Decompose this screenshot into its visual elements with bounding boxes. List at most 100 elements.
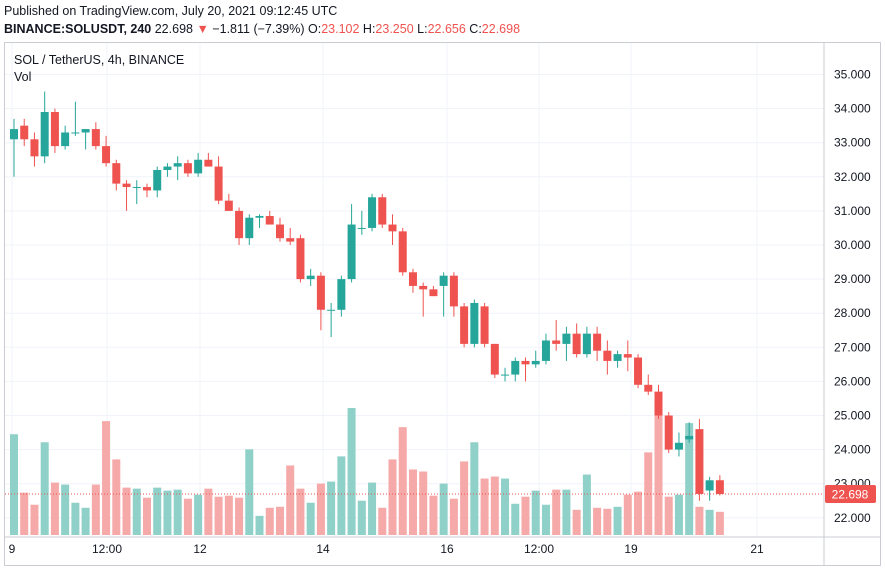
candle-body [439,275,448,286]
candle-body [398,231,407,273]
volume-bar [480,478,489,535]
symbol-name: BINANCE:SOLUSDT, 240 [4,22,152,36]
volume-bar [204,488,213,535]
volume-bar [194,494,203,535]
candle-body [20,125,29,140]
volume-bar [40,442,49,535]
low-label: L: [417,22,428,36]
volume-bar [634,491,643,535]
volume-bar [153,487,162,535]
candle-body [224,200,233,211]
candle-body [40,112,49,157]
volume-bar [286,465,295,535]
candle-body [623,354,632,358]
candle-body [265,216,274,225]
volume-bar [511,503,520,535]
candle-body [245,217,254,239]
candle-body [316,275,325,310]
candle-body [235,210,244,239]
candle-body [153,169,162,191]
volume-bar [572,509,581,535]
candle-body [511,360,520,375]
high-value: 23.250 [375,22,414,36]
candle-body [112,163,121,184]
volume-bar [531,490,540,535]
candle-body [194,159,203,174]
candle-body [419,285,428,290]
candle-body [10,129,18,140]
y-tick-label: 24.000 [834,443,871,457]
volume-bar [81,507,90,535]
volume-bar [460,461,469,535]
volume-bar [91,484,100,535]
candle-body [715,480,724,494]
candle-body [275,224,284,239]
volume-bar [705,509,714,535]
x-tick-label: 12:00 [524,542,554,556]
chart-legend-title: SOL / TetherUS, 4h, BINANCE [14,53,185,67]
volume-legend: Vol [14,70,32,84]
volume-bar [521,496,530,535]
candle-body [449,275,458,307]
y-tick-label: 28.000 [834,306,871,320]
candle-body [347,224,356,280]
volume-bar [408,469,417,535]
close-value: 22.698 [481,22,521,36]
volume-bar [61,484,70,535]
candle-body [490,343,499,375]
candle-body [664,415,673,450]
chart-frame[interactable] [4,42,881,566]
candle-body [296,238,305,280]
close-label: C: [469,22,482,36]
x-tick-label: 21 [750,542,764,556]
volume-bar [142,497,151,535]
volume-bar [552,489,561,535]
x-tick-label: 9 [9,542,16,556]
volume-bar [71,502,80,535]
last-price: 22.698 [154,22,193,36]
candle-body [408,272,417,286]
candle-body [286,238,295,242]
candle-body [531,360,540,365]
y-tick-label: 34.000 [834,102,871,116]
volume-bar [398,427,407,535]
candle-body [613,354,622,361]
volume-bar [654,410,663,535]
volume-bar [275,506,284,535]
volume-bar [715,511,724,535]
volume-bar [368,482,377,535]
volume-bar [347,408,356,535]
candle-body [214,166,223,201]
volume-bar [183,498,192,535]
candle-body [644,384,653,392]
high-label: H: [362,22,376,36]
candle-body [552,340,561,344]
volume-bar [593,507,602,535]
x-tick-label: 16 [440,542,454,556]
volume-bar [674,494,683,535]
open-label: O: [308,22,322,36]
y-tick-label: 25.000 [834,409,871,423]
volume-bar [623,494,632,535]
open-value: 23.102 [321,22,360,36]
volume-bar [419,471,428,535]
volume-bar [644,452,653,535]
volume-bar [163,490,172,535]
volume-bar [255,515,264,535]
volume-bar [316,483,325,535]
x-tick-label: 12:00 [92,542,122,556]
volume-bar [337,456,346,535]
volume-bar [235,497,244,535]
candle-body [470,302,479,344]
candle-body [705,480,714,491]
candle-body [183,163,192,174]
candle-body [61,132,70,147]
published-line: Published on TradingView.com, July 20, 2… [4,4,338,18]
volume-bar [357,500,366,535]
candle-body [91,129,100,147]
volume-bar [245,449,254,535]
y-tick-label: 22.000 [834,511,871,525]
y-tick-label: 30.000 [834,238,871,252]
candle-body [204,159,213,167]
